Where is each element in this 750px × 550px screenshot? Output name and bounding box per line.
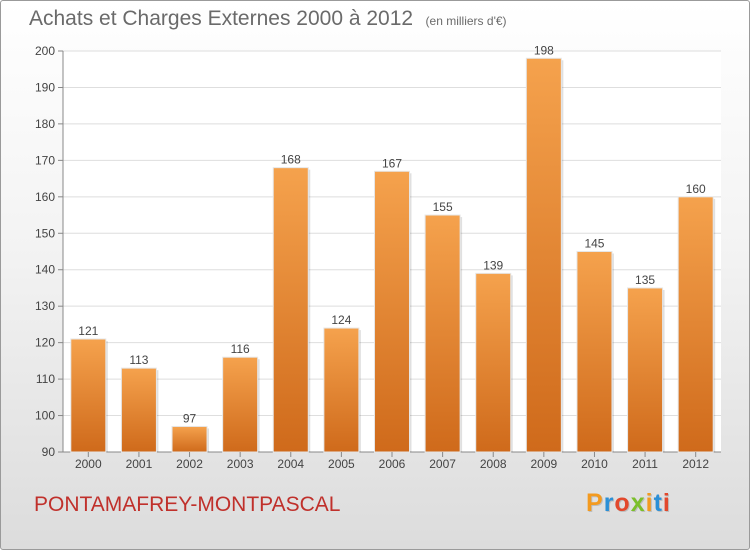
x-tick-label: 2009 (530, 457, 557, 471)
bar-value-label: 167 (382, 156, 402, 170)
y-tick-label: 200 (35, 44, 55, 58)
bar-value-label: 139 (483, 258, 503, 272)
brand-logo: Proxiti (586, 489, 671, 518)
x-tick-label: 2010 (581, 457, 608, 471)
brand-logo-letter: t (653, 489, 663, 517)
bar-value-label: 198 (534, 43, 554, 57)
commune-name: PONTAMAFREY-MONTPASCAL (34, 493, 341, 516)
x-tick-label: 2003 (227, 457, 254, 471)
y-tick-label: 170 (35, 153, 55, 167)
bar-value-label: 97 (183, 411, 197, 425)
bar (171, 425, 208, 453)
bar-value-label: 160 (686, 182, 706, 196)
chart-subtitle: (en milliers d'€) (425, 14, 507, 28)
x-tick-label: 2008 (480, 457, 507, 471)
y-tick-label: 90 (42, 445, 56, 459)
y-tick-label: 100 (35, 409, 55, 423)
x-tick-label: 2005 (328, 457, 355, 471)
y-tick-label: 150 (35, 226, 55, 240)
bar (272, 167, 309, 453)
x-tick-label: 2007 (429, 457, 456, 471)
brand-logo-letter: P (586, 489, 604, 517)
y-tick-label: 120 (35, 336, 55, 350)
x-tick-label: 2011 (632, 457, 658, 471)
bar-value-label: 121 (78, 324, 98, 338)
y-tick-label: 160 (35, 190, 55, 204)
y-tick-label: 140 (35, 263, 55, 277)
bar (120, 367, 157, 453)
bar (677, 196, 714, 453)
x-tick-label: 2001 (126, 457, 153, 471)
y-tick-label: 130 (35, 299, 55, 313)
bar (525, 57, 562, 453)
bar (475, 272, 512, 453)
brand-logo-letter: o (614, 489, 631, 517)
bar-value-label: 135 (635, 273, 655, 287)
bar (222, 356, 259, 453)
x-tick-label: 2000 (75, 457, 102, 471)
y-tick-label: 180 (35, 117, 55, 131)
bar-value-label: 116 (231, 342, 250, 356)
bar (576, 251, 613, 453)
y-tick-label: 110 (36, 372, 55, 386)
x-tick-label: 2002 (176, 457, 203, 471)
bar-value-label: 113 (129, 353, 148, 367)
brand-logo-letter: x (630, 489, 646, 517)
bar (323, 327, 360, 453)
x-tick-label: 2012 (682, 457, 709, 471)
x-tick-label: 2004 (277, 457, 304, 471)
bar (424, 214, 461, 453)
bar (374, 170, 410, 453)
bar (70, 338, 107, 453)
brand-logo-letter: r (603, 489, 615, 517)
bar-value-label: 145 (584, 237, 604, 251)
bar-value-label: 168 (281, 153, 301, 167)
bar-value-label: 124 (331, 313, 351, 327)
x-tick-label: 2006 (379, 457, 406, 471)
y-tick-label: 190 (35, 80, 55, 94)
brand-logo-letter: i (662, 489, 671, 517)
bar (627, 287, 664, 453)
bar-value-label: 155 (433, 200, 453, 214)
chart-title: Achats et Charges Externes 2000 à 2012 (29, 7, 414, 30)
chart-title-block: Achats et Charges Externes 2000 à 2012 (… (29, 7, 507, 31)
brand-logo-letter: i (645, 489, 654, 517)
